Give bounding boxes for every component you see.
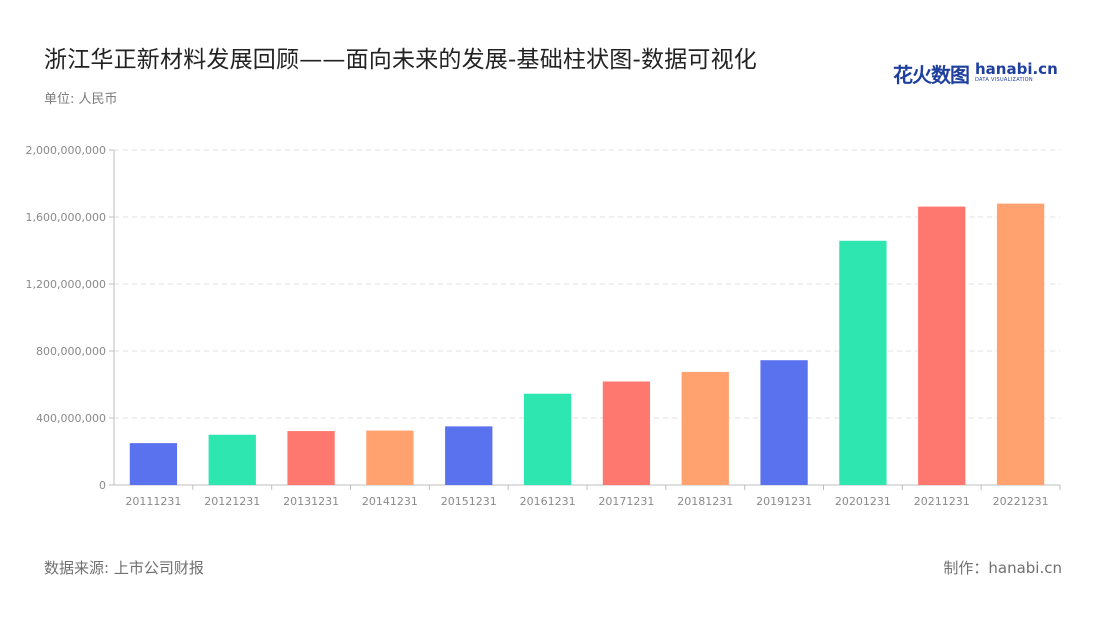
bar [129, 443, 178, 485]
x-tick-label: 20131231 [283, 495, 339, 508]
unit-label: 单位: 人民币 [44, 92, 118, 107]
bar [996, 203, 1045, 485]
bar [445, 426, 493, 485]
bar [366, 430, 414, 485]
y-tick-label: 0 [99, 479, 106, 492]
x-tick-label: 20141231 [362, 495, 418, 508]
bar [839, 240, 887, 485]
maker-credit: 制作：hanabi.cn [943, 559, 1062, 577]
brand-logo-cn: 花火数图 [893, 62, 970, 87]
bar [760, 360, 808, 485]
y-tick-label: 800,000,000 [36, 345, 106, 358]
brand-logo-en: hanabi.cn DATA VISUALIZATION [975, 62, 1058, 84]
brand-logo-en-sub: DATA VISUALIZATION [975, 77, 1033, 83]
bar [523, 393, 572, 485]
x-tick-label: 20161231 [520, 495, 576, 508]
bar [208, 434, 256, 485]
data-source: 数据来源: 上市公司财报 [44, 559, 204, 577]
x-tick-label: 20221231 [993, 495, 1049, 508]
y-tick-label: 1,200,000,000 [26, 278, 106, 291]
x-tick-label: 20191231 [756, 495, 812, 508]
x-tick-label: 20151231 [441, 495, 497, 508]
brand-logo: 花火数图 hanabi.cn DATA VISUALIZATION [893, 60, 1058, 87]
bar [918, 206, 966, 486]
x-tick-label: 20201231 [835, 495, 891, 508]
bar [602, 381, 651, 485]
bar [287, 431, 335, 485]
bar [681, 371, 729, 485]
y-tick-label: 1,600,000,000 [26, 211, 106, 224]
x-tick-label: 20111231 [125, 495, 181, 508]
y-tick-label: 400,000,000 [36, 412, 106, 425]
x-tick-label: 20181231 [677, 495, 733, 508]
x-tick-label: 20211231 [914, 495, 970, 508]
x-tick-label: 20171231 [598, 495, 654, 508]
y-tick-label: 2,000,000,000 [26, 144, 106, 157]
x-tick-label: 20121231 [204, 495, 260, 508]
chart-title: 浙江华正新材料发展回顾——面向未来的发展-基础柱状图-数据可视化 [44, 47, 757, 73]
brand-logo-en-name: hanabi.cn [975, 60, 1058, 78]
